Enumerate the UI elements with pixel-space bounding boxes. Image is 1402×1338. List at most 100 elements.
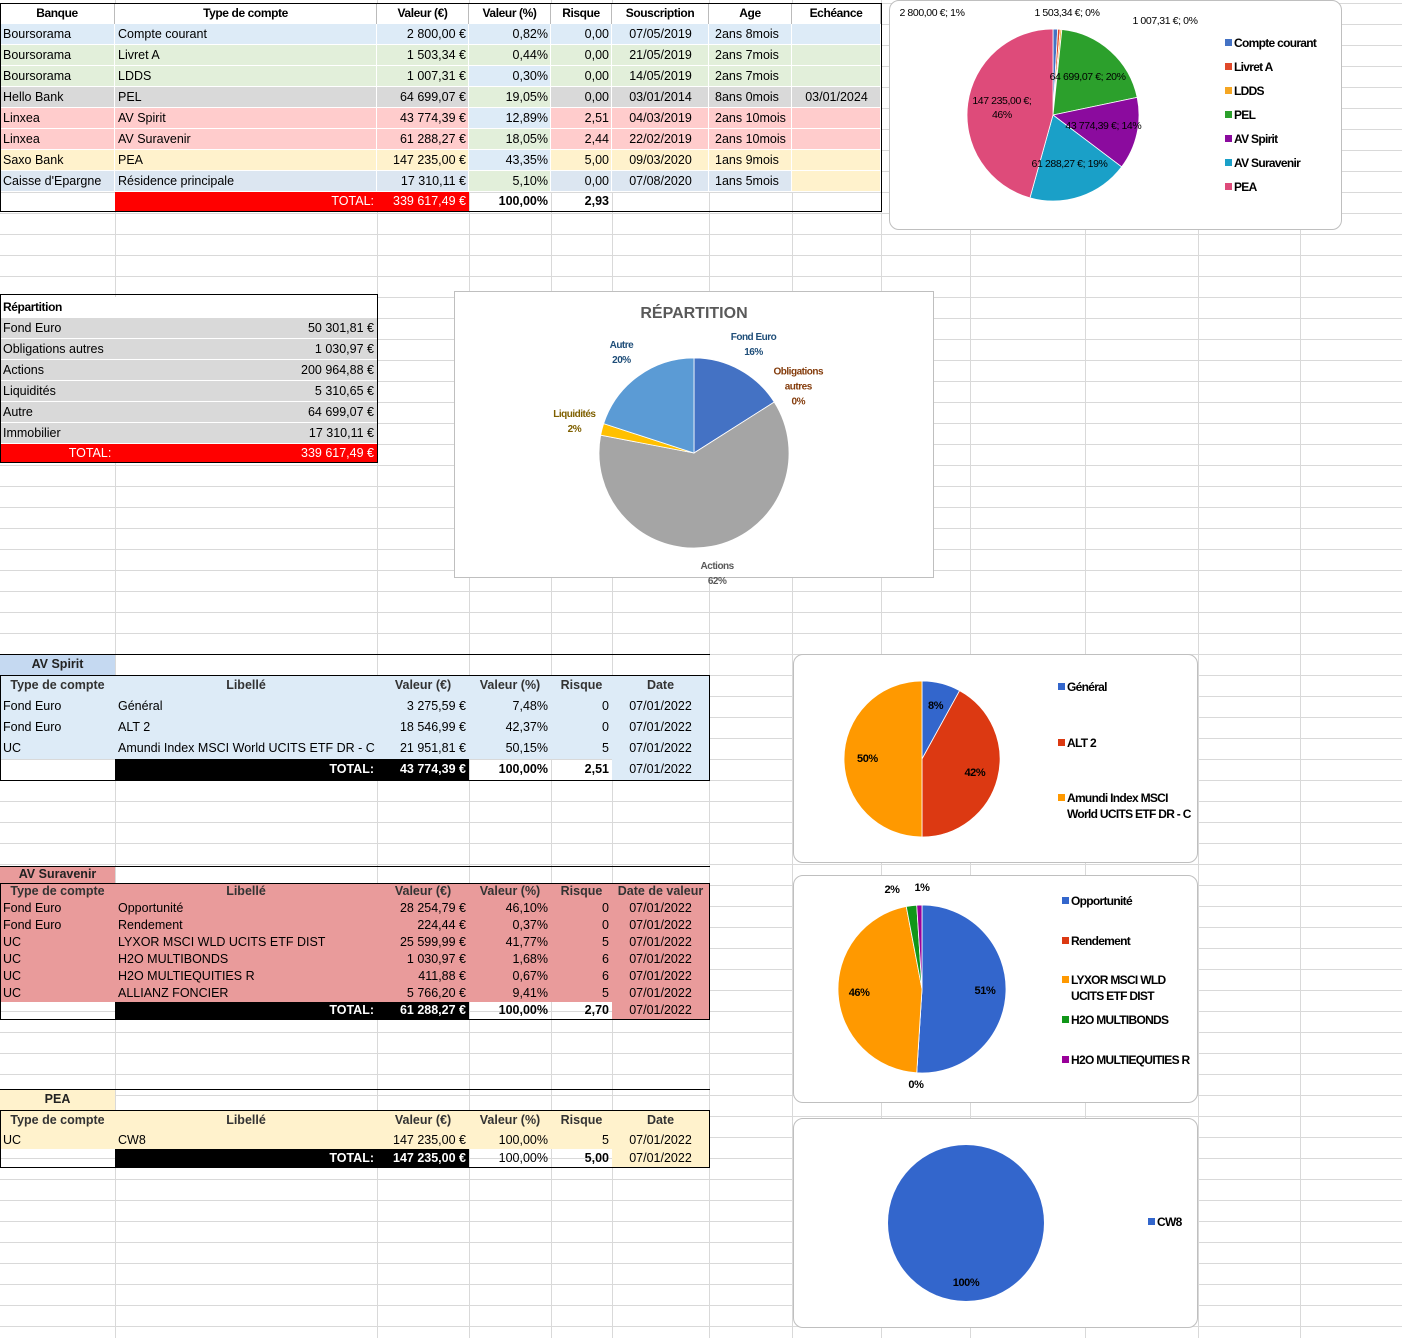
cell-bg <box>709 24 792 45</box>
cell-bg <box>377 24 469 45</box>
cell-bg <box>115 129 377 150</box>
cell: 07/01/2022 <box>629 762 692 776</box>
cell: Valeur (€) <box>394 1113 452 1127</box>
cell: Fond Euro <box>3 720 62 734</box>
cell-bg <box>377 171 469 192</box>
data-label: 0% <box>908 1079 924 1091</box>
row-bg <box>0 968 709 985</box>
cell-bg <box>0 108 115 129</box>
legend-label: Livret A <box>1234 60 1273 74</box>
cell: 0,00 <box>584 174 609 188</box>
cell: 28 254,79 € <box>399 901 466 915</box>
cell: PEA <box>44 1092 71 1106</box>
grid-line <box>0 633 1402 634</box>
total-bg <box>115 759 469 780</box>
cell-bg <box>612 24 709 45</box>
cell: Date de valeur <box>617 884 704 898</box>
data-label: Liquidités 2% <box>539 407 609 437</box>
cell: 1ans 9mois <box>715 153 779 167</box>
cell: Risque <box>551 3 612 24</box>
cell: Valeur (€) <box>377 3 469 24</box>
row-bg <box>0 1131 709 1149</box>
table-border <box>0 3 882 212</box>
cell: 5 766,20 € <box>406 986 466 1000</box>
cell-bg <box>0 171 115 192</box>
cell-bg <box>612 171 709 192</box>
data-label-value: 2% <box>884 884 900 896</box>
cell: Type de compte <box>115 3 377 24</box>
cell: 2,51 <box>584 762 609 776</box>
data-label: 1 007,31 €; 0% <box>1132 14 1197 28</box>
grid-line <box>0 822 1402 823</box>
grid-line <box>0 1305 1402 1306</box>
cell: 25 599,99 € <box>399 935 466 949</box>
cell: 42,37% <box>505 720 548 734</box>
row-bg <box>0 985 709 1002</box>
cell: Répartition <box>3 300 62 314</box>
data-label-value: 43 774,39 €; 14% <box>1065 120 1142 133</box>
cell: Banque <box>0 3 115 24</box>
table-border <box>0 1110 710 1168</box>
cell: 2 800,00 € <box>406 27 466 41</box>
legend-swatch <box>1225 159 1232 166</box>
cell: 61 288,27 € <box>399 132 466 146</box>
cell-bg <box>792 129 881 150</box>
row-bg <box>0 951 709 968</box>
legend-swatch <box>1225 39 1232 46</box>
grid-line <box>0 864 1402 865</box>
cell: Libellé <box>226 884 266 898</box>
row-bg <box>0 738 709 759</box>
cell: 07/01/2022 <box>629 969 692 983</box>
cell-bg <box>469 66 551 87</box>
cell: 2,51 <box>584 111 609 125</box>
cell: 17 310,11 € <box>400 174 466 188</box>
legend-swatch <box>1062 897 1069 904</box>
cell: 07/01/2022 <box>629 952 692 966</box>
cell-bg <box>377 108 469 129</box>
legend-swatch <box>1225 111 1232 118</box>
data-label-value: 51% <box>974 984 996 997</box>
cell: 19,05% <box>505 90 548 104</box>
cell: 3 275,59 € <box>406 699 466 713</box>
data-label: 42% <box>964 767 985 779</box>
cell-bg <box>792 108 881 129</box>
data-label: 64 699,07 €; 20% <box>1048 70 1128 84</box>
grid-line <box>377 0 378 1338</box>
legend-swatch <box>1225 87 1232 94</box>
cell: CW8 <box>118 1133 146 1147</box>
cell: 5,00 <box>584 153 609 167</box>
data-label: Autre 20% <box>586 338 656 368</box>
cell: AV Suravenir <box>18 867 97 881</box>
cell: Fond Euro <box>3 901 62 915</box>
cell: 5,10% <box>512 174 548 188</box>
data-label: 2 800,00 €; 1% <box>899 6 964 20</box>
cell: LYXOR MSCI WLD UCITS ETF DIST <box>118 935 326 949</box>
cell: TOTAL: <box>329 1003 374 1017</box>
table-border <box>0 1089 710 1168</box>
total-bg <box>115 1002 469 1019</box>
grid-line <box>709 0 710 1338</box>
cell: Livret A <box>118 48 160 62</box>
table-bg <box>0 3 881 24</box>
data-label-value: 1% <box>914 882 930 894</box>
cell-bg <box>551 129 612 150</box>
table-border <box>0 883 710 1020</box>
cell-bg <box>0 339 377 360</box>
cell: 2ans 8mois <box>715 27 779 41</box>
cell-bg <box>612 129 709 150</box>
cell: Fond Euro <box>3 699 62 713</box>
header-bg <box>0 675 709 696</box>
cell-bg <box>709 87 792 108</box>
cell: 224,44 € <box>417 918 466 932</box>
cell: Obligations autres <box>3 342 104 356</box>
cell: 46,10% <box>505 901 548 915</box>
cell: AV Spirit <box>118 111 166 125</box>
legend-label: PEA <box>1234 180 1257 194</box>
cell: H2O MULTIBONDS <box>118 952 229 966</box>
cell-bg <box>792 45 881 66</box>
cell-bg <box>377 150 469 171</box>
cell-bg <box>469 108 551 129</box>
cell: Risque <box>560 1113 603 1127</box>
cell: 1,68% <box>512 952 548 966</box>
cell: Souscription <box>612 3 709 24</box>
